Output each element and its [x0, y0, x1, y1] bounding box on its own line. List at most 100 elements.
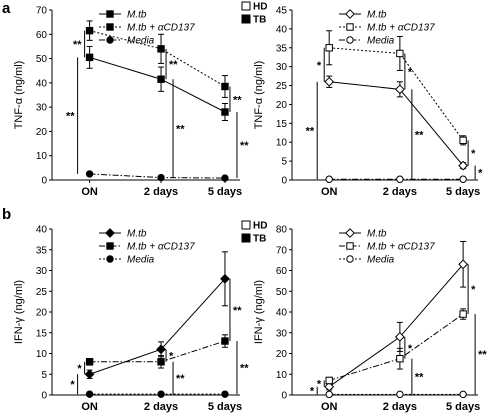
data-point	[220, 273, 230, 284]
y-tick-label: 5	[41, 370, 47, 381]
significance-label: *	[408, 343, 413, 355]
data-point	[325, 175, 333, 183]
x-tick-label: 5 days	[446, 401, 480, 413]
y-tick-label: 15	[276, 119, 288, 130]
significance-label: *	[169, 351, 174, 363]
x-tick-label: 5 days	[208, 186, 242, 198]
legend-marker	[345, 9, 355, 19]
legend-label: Media	[367, 36, 395, 47]
significance-label: *	[471, 284, 476, 296]
y-tick-label: 5	[281, 157, 287, 168]
data-point	[325, 44, 333, 52]
y-tick-label: 70	[276, 245, 288, 256]
y-tick-label: 70	[36, 6, 48, 17]
y-tick-label: 40	[36, 78, 48, 89]
x-tick-label: 2 days	[383, 401, 417, 413]
chart-b-right: 0 10 20 30 40 50 60 70 80 IFN-γ (ng/ml) ON 2 days 5 …	[253, 225, 487, 413]
significance-label: **	[240, 363, 249, 375]
series-line	[329, 47, 464, 141]
significance-label: **	[415, 129, 424, 141]
series-line	[329, 81, 464, 166]
y-tick-label: 20	[276, 349, 288, 360]
significance-label: **	[176, 373, 185, 385]
chart-a-left: 0 10 20 30 40 50 60 70 TNF-α (ng/ml) ON 2 days 5 da…	[13, 1, 267, 198]
y-tick-label: 35	[36, 245, 48, 256]
legend-label: Media	[127, 36, 155, 47]
hd-swatch	[241, 1, 251, 11]
data-point	[459, 175, 467, 183]
legend-marker	[346, 36, 354, 44]
data-point	[459, 390, 467, 399]
legend-marker	[106, 23, 114, 31]
significance-label: **	[240, 140, 249, 152]
y-tick-label: 30	[36, 266, 48, 277]
data-point	[157, 358, 165, 366]
legend-marker	[346, 255, 354, 263]
data-point	[157, 45, 165, 53]
tb-tag-label: TB	[253, 15, 266, 26]
data-point	[85, 390, 94, 398]
y-tick-label: 0	[41, 176, 47, 187]
x-tick-label: 5 days	[446, 186, 480, 198]
significance-label: **	[478, 349, 487, 361]
hd-tag-label: HD	[253, 221, 267, 232]
data-point	[396, 390, 404, 399]
hd-swatch	[241, 220, 251, 230]
y-tick-label: 60	[276, 266, 288, 277]
hd-tag-label: HD	[253, 2, 267, 13]
legend-label: M.tb	[367, 229, 387, 240]
data-point	[157, 390, 165, 398]
y-tick-label: 30	[276, 62, 288, 73]
chart-a-right: 0 5 10 15 20 25 30 35 40 45 TNF-α (ng/ml) ON 2 days 5…	[253, 6, 483, 199]
y-tick-label: 20	[36, 308, 48, 319]
y-axis-title: TNF-α (ng/ml)	[253, 61, 265, 130]
legend-label: Media	[367, 255, 395, 266]
legend-label: M.tb	[127, 229, 147, 240]
x-tick-label: 5 days	[208, 401, 242, 413]
y-tick-label: 0	[281, 391, 287, 402]
legend-marker	[106, 242, 114, 250]
legend-marker	[345, 228, 355, 238]
tb-swatch	[241, 233, 251, 243]
y-tick-label: 50	[276, 287, 288, 298]
significance-label: **	[176, 123, 185, 135]
data-point	[221, 174, 229, 182]
series-line	[89, 278, 226, 375]
data-point	[394, 84, 405, 95]
data-point	[221, 390, 229, 398]
y-tick-label: 50	[36, 54, 48, 65]
data-point	[157, 75, 165, 83]
tb-tag-label: TB	[253, 234, 266, 245]
legend-marker	[106, 255, 114, 263]
data-point	[459, 310, 467, 318]
x-tick-label: ON	[81, 401, 98, 413]
legend-label: M.tb + αCD137	[367, 242, 435, 253]
data-point	[396, 175, 404, 183]
y-tick-label: 40	[36, 225, 48, 236]
y-tick-label: 60	[36, 30, 48, 41]
data-point	[221, 82, 229, 91]
x-tick-label: 2 days	[144, 186, 178, 198]
data-point	[85, 170, 94, 178]
data-point	[85, 53, 94, 62]
y-tick-label: 10	[276, 138, 288, 149]
y-tick-label: 40	[276, 24, 288, 35]
legend-label: M.tb	[127, 10, 147, 21]
data-point	[156, 344, 166, 355]
y-tick-label: 35	[276, 43, 288, 54]
series-line	[328, 263, 464, 388]
x-tick-label: 2 days	[383, 186, 417, 198]
data-point	[85, 26, 94, 35]
legend-marker	[346, 242, 354, 250]
data-point	[396, 354, 404, 363]
legend-marker	[106, 10, 114, 18]
y-tick-label: 80	[276, 225, 288, 236]
significance-label: *	[317, 60, 322, 72]
data-point	[325, 376, 333, 385]
y-tick-label: 10	[36, 151, 48, 162]
significance-label: *	[310, 386, 315, 398]
y-axis-title: IFN-γ (ng/ml)	[13, 280, 25, 344]
legend-marker	[106, 36, 114, 44]
significance-label: **	[66, 111, 75, 123]
